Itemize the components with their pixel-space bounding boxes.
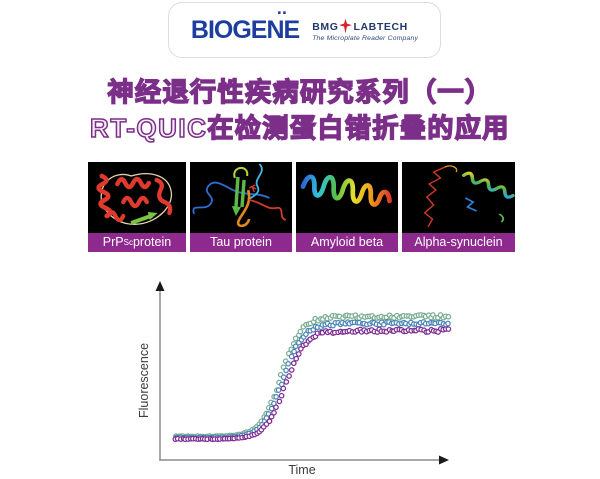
series-title-line2: RT-QUIC在检测蛋白错折叠的应用	[89, 112, 510, 144]
prp-label-bar: PrP Sc protein	[88, 233, 186, 252]
amyloid-ribbon-drawing	[300, 174, 392, 207]
asyn-label: Alpha-synuclein	[414, 235, 503, 250]
tau-label: Tau protein	[210, 235, 272, 250]
biogene-umlaut-dots: ¨	[277, 6, 286, 34]
bmg-labtech-wordmark: BMG LABTECH	[312, 18, 408, 34]
series-title-line1: 神经退行性疾病研究系列（一）	[107, 76, 493, 108]
chart-x-axis-label: Time	[288, 463, 316, 477]
bmg-tagline: The Microplate Reader Company	[312, 35, 419, 42]
bmg-labtech-logo: BMG LABTECH The Microplate Reader Compan…	[312, 18, 418, 42]
bmg-word: BMG	[312, 20, 339, 33]
biogene-logo-text: BIOGENE	[190, 15, 300, 44]
biogene-logo: BIOGENE ¨	[190, 8, 300, 44]
tau-label-bar: Tau protein	[190, 233, 292, 252]
amyloid-label: Amyloid beta	[310, 235, 384, 250]
tile-tau-protein: Tau protein	[190, 162, 292, 252]
chart-y-axis-label: Fluorescence	[137, 342, 151, 418]
tau-ribbon-drawing	[192, 163, 287, 228]
asyn-structure-image	[402, 162, 515, 233]
chart-series-group	[172, 312, 452, 443]
prp-label-name: PrP	[102, 235, 124, 250]
logo-card: BIOGENE ¨ BMG LABTECH The Microplate Rea…	[168, 2, 441, 58]
prp-structure-image	[88, 162, 186, 233]
tau-structure-image	[190, 162, 292, 233]
asyn-ribbon-drawing	[423, 165, 515, 228]
amyloid-structure-image	[296, 162, 398, 233]
y-axis-arrow-icon	[155, 281, 165, 291]
tile-prp-protein: PrP Sc protein	[88, 162, 186, 252]
bmg-star-icon	[339, 18, 353, 34]
tile-alpha-synuclein: Alpha-synuclein	[402, 162, 515, 252]
prp-ribbon-drawing	[96, 173, 173, 225]
x-axis-arrow-icon	[439, 455, 449, 465]
protein-image-strip: PrP Sc protein Tau protein	[88, 162, 515, 252]
asyn-label-bar: Alpha-synuclein	[402, 233, 515, 252]
tile-amyloid-beta: Amyloid beta	[296, 162, 398, 252]
amyloid-label-bar: Amyloid beta	[296, 233, 398, 252]
prp-label-rest: protein	[132, 235, 172, 250]
labtech-word: LABTECH	[353, 20, 408, 33]
